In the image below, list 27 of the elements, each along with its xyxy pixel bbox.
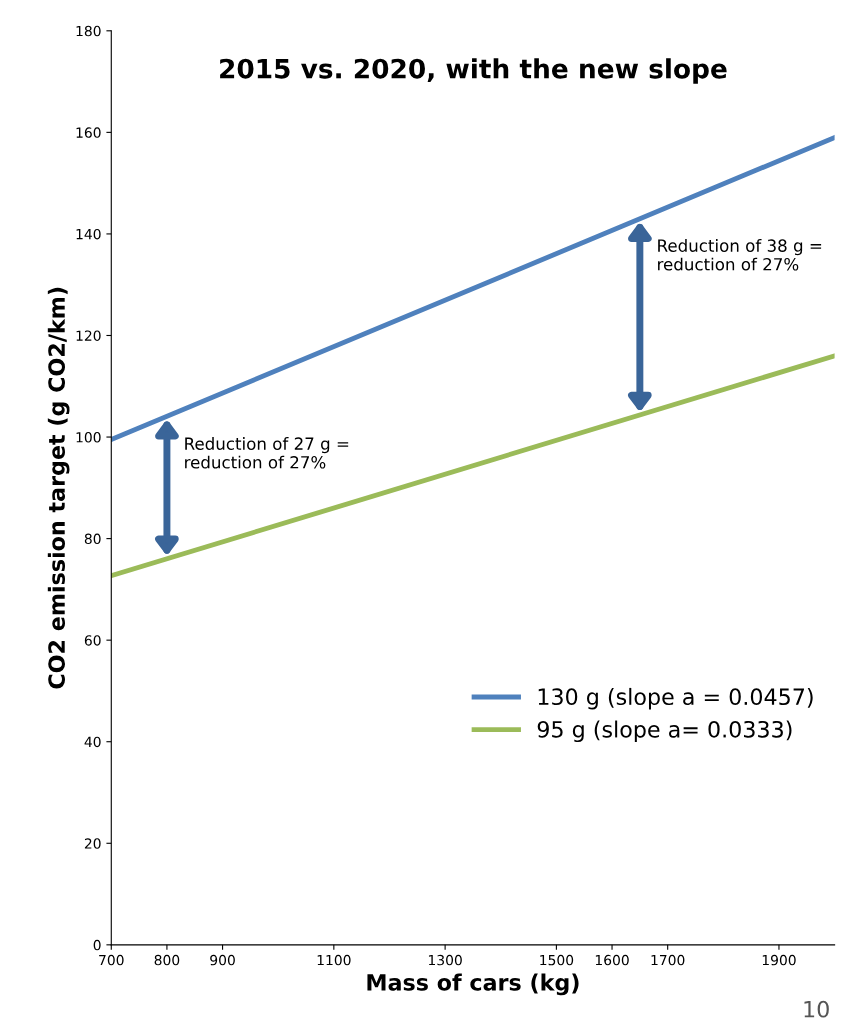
y-tick-label: 160	[76, 127, 101, 138]
annotation: Reduction of 27 g = reduction of 27%	[185, 437, 349, 469]
y-axis-title: CO2 emission target (g CO2/km)	[47, 287, 70, 689]
y-tick-label: 0	[93, 939, 101, 951]
x-tick-label: 1600	[595, 954, 629, 966]
legend-label: 95 g (slope a= 0.0333)	[537, 720, 792, 743]
x-tick-label: 1300	[428, 954, 462, 966]
legend-label: 130 g (slope a = 0.0457)	[538, 687, 813, 710]
text: 2015 vs. 2020, with the new slope	[220, 58, 727, 84]
y-tick-label: 40	[84, 736, 101, 748]
y-tick-label: 20	[84, 838, 101, 849]
annotation: Reduction of 38 g = reduction of 27%	[658, 239, 822, 271]
y-tick-label: 80	[84, 533, 101, 545]
y-tick-label: 60	[84, 635, 101, 646]
x-axis-title: Mass of cars (kg)	[367, 973, 579, 996]
x-tick-label: 1500	[540, 954, 574, 966]
x-tick-label: 1900	[762, 954, 796, 966]
y-tick-label: 120	[76, 330, 101, 341]
y-tick-label: 100	[76, 432, 101, 443]
text: 10	[804, 1000, 829, 1018]
y-tick-label: 180	[76, 25, 101, 37]
x-tick-label: 1100	[317, 954, 351, 966]
x-tick-label: 900	[210, 954, 235, 966]
y-tick-label: 140	[76, 228, 101, 240]
x-tick-label: 800	[154, 954, 180, 966]
x-tick-label: 700	[99, 954, 124, 966]
x-tick-label: 1700	[651, 954, 685, 966]
